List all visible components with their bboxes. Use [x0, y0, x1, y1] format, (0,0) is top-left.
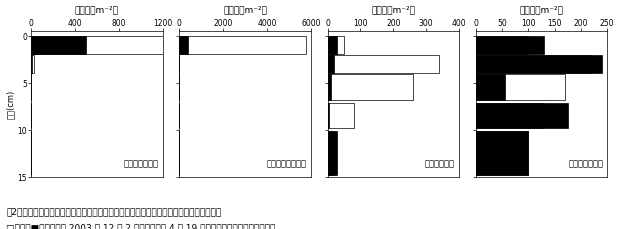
Bar: [31, 37, 162, 55]
Bar: [327, 75, 331, 101]
Bar: [327, 132, 337, 175]
Title: 種子数（m⁻²）: 種子数（m⁻²）: [75, 5, 119, 14]
Bar: [327, 56, 334, 73]
Bar: [476, 75, 565, 101]
Title: 種子数（m⁻²）: 種子数（m⁻²）: [371, 5, 415, 14]
Text: 不耕起・無除草剤: 不耕起・無除草剤: [267, 158, 307, 167]
Bar: [476, 56, 591, 73]
Bar: [327, 103, 354, 129]
Title: 種子数（m⁻²）: 種子数（m⁻²）: [520, 5, 564, 14]
Bar: [31, 56, 35, 73]
Text: □および■はそれぞれ 2003 年 12 月 2 日および翌年 4 月 19 日に採取した土壌中の種子数。: □および■はそれぞれ 2003 年 12 月 2 日および翌年 4 月 19 日…: [6, 222, 275, 229]
Bar: [476, 56, 602, 73]
Bar: [476, 132, 528, 175]
Bar: [31, 37, 86, 55]
Y-axis label: 土層(cm): 土層(cm): [6, 90, 14, 119]
Bar: [327, 37, 344, 55]
Text: 図2　大豆連作畊におけるメヒシバ種子の冬（自然散布後）および翌春の土中深度分布。: 図2 大豆連作畊におけるメヒシバ種子の冬（自然散布後）および翌春の土中深度分布。: [6, 206, 221, 215]
Text: 不耕起・除草剤: 不耕起・除草剤: [123, 158, 159, 167]
Bar: [327, 37, 337, 55]
Bar: [179, 37, 188, 55]
Text: 耕起・無除草剤: 耕起・無除草剤: [569, 158, 603, 167]
Bar: [327, 132, 334, 175]
Bar: [327, 103, 329, 129]
Bar: [476, 103, 568, 129]
Bar: [476, 37, 544, 55]
Bar: [327, 56, 440, 73]
Title: 種子数（m⁻²）: 種子数（m⁻²）: [223, 5, 267, 14]
Bar: [476, 132, 528, 175]
Bar: [31, 56, 32, 73]
Text: 耕起・除草剤: 耕起・除草剤: [425, 158, 455, 167]
Bar: [327, 75, 413, 101]
Bar: [179, 37, 306, 55]
Bar: [476, 103, 544, 129]
Bar: [476, 75, 505, 101]
Bar: [476, 37, 528, 55]
